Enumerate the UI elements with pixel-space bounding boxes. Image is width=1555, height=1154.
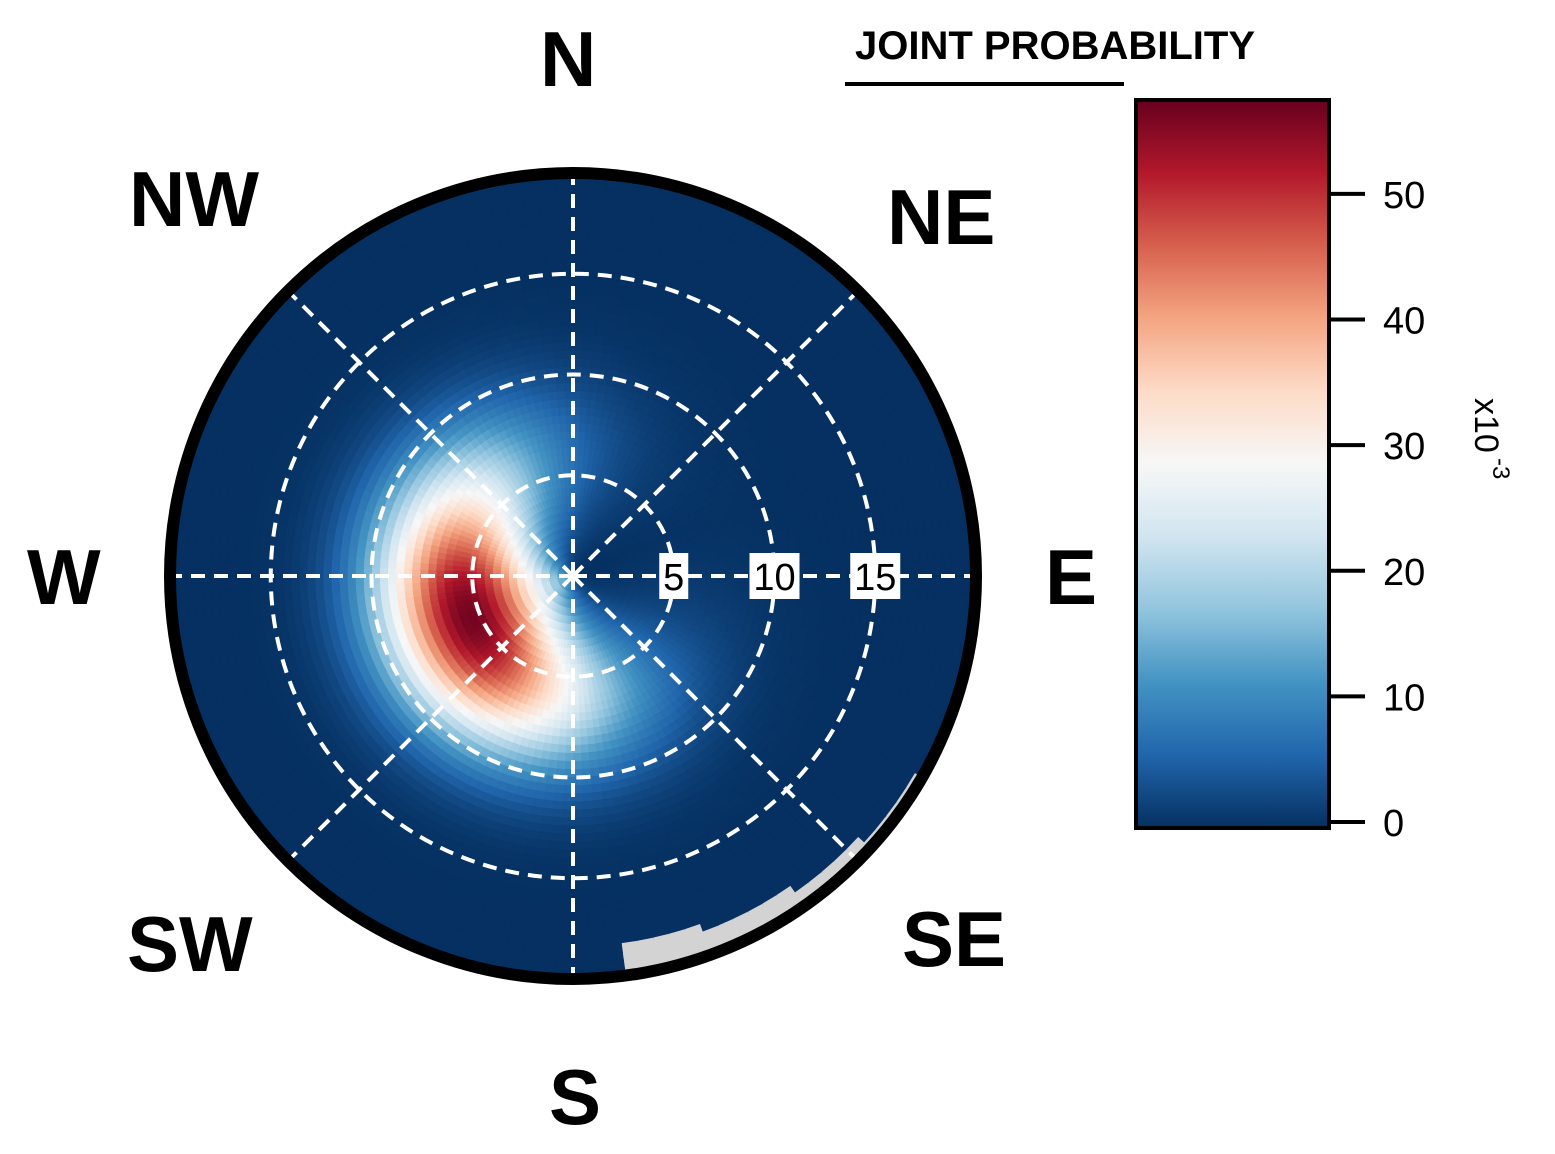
probability-heatmap	[170, 173, 976, 979]
